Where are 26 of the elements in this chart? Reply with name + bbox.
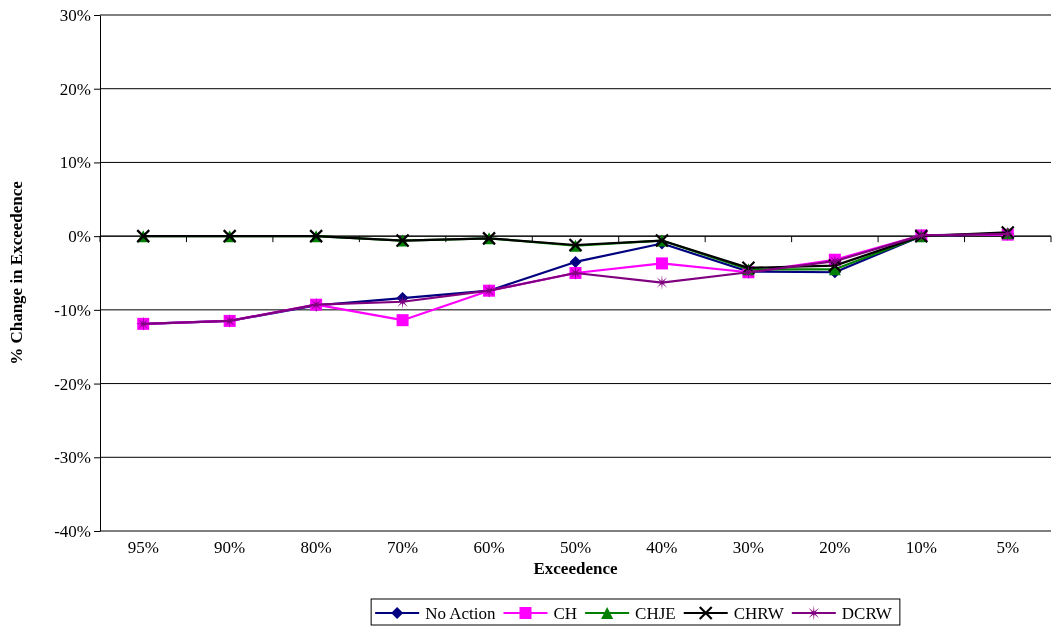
y-tick-label: -40% xyxy=(54,521,91,541)
y-tick-label: 30% xyxy=(59,5,91,25)
x-tick-label: 30% xyxy=(732,538,764,557)
y-tick-label: -30% xyxy=(54,448,91,468)
legend-label: DCRW xyxy=(841,604,893,623)
x-tick-label: 50% xyxy=(559,538,592,557)
y-axis-title: % Change in Exceedence xyxy=(7,180,26,365)
y-tick-label: 20% xyxy=(59,79,91,99)
x-tick-label: 90% xyxy=(214,538,246,557)
y-tick-label: 10% xyxy=(59,153,91,173)
x-tick-label: 70% xyxy=(387,538,419,557)
x-tick-label: 5% xyxy=(996,538,1020,557)
x-tick-label: 60% xyxy=(473,538,505,557)
x-tick-label: 10% xyxy=(905,538,937,557)
y-tick-label: -10% xyxy=(54,300,91,320)
x-tick-label: 80% xyxy=(300,538,332,557)
x-tick-label: 95% xyxy=(127,538,159,557)
x-axis-title: Exceedence xyxy=(533,559,618,578)
legend-label: No Action xyxy=(425,604,496,623)
legend-label: CHJE xyxy=(635,604,676,623)
y-tick-label: -20% xyxy=(54,374,91,394)
legend-label: CHRW xyxy=(733,604,785,623)
y-tick-label: 0% xyxy=(68,227,91,247)
x-tick-label: 20% xyxy=(819,538,851,557)
x-tick-label: 40% xyxy=(646,538,678,557)
legend-label: CH xyxy=(553,604,578,623)
